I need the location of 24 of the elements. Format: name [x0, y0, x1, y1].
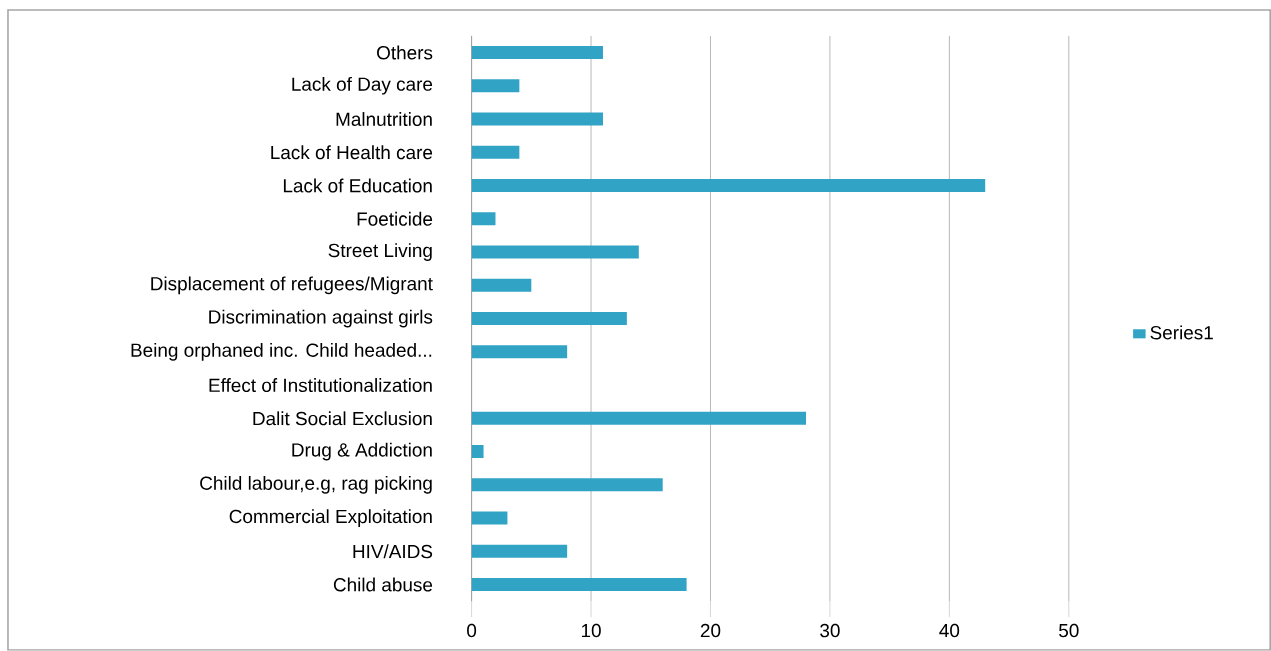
- y-tick-label: Street Living: [328, 243, 432, 261]
- y-tick-label: Others: [377, 45, 433, 60]
- y-tick-label: Discrimination against girls: [209, 309, 433, 328]
- y-tick-label: Commercial Exploitation: [229, 509, 432, 527]
- y-tick-label: Malnutrition: [336, 112, 432, 127]
- y-tick-label: Lack of Education: [283, 178, 432, 193]
- x-tick-label: 30: [820, 623, 840, 638]
- x-tick-label: 40: [939, 623, 960, 638]
- y-tick-label: Lack of Day care: [292, 77, 433, 95]
- x-tick-label: 50: [1059, 623, 1079, 638]
- x-tick-label: 20: [700, 623, 721, 638]
- y-tick-label: Foeticide: [357, 211, 433, 226]
- x-tick-label: 10: [581, 623, 601, 638]
- y-tick-label: Child abuse: [333, 577, 433, 592]
- y-tick-label: Child labour,e.g, rag picking: [200, 476, 432, 494]
- x-tick-label: 0: [467, 623, 477, 638]
- y-tick-label: HIV/AIDS: [353, 544, 433, 559]
- y-tick-label: Effect of Institutionalization: [209, 378, 432, 393]
- y-tick-label: Lack of Health care: [271, 145, 433, 160]
- y-tick-label: Drug & Addiction: [292, 442, 432, 461]
- y-tick-label: Being orphaned inc. Child headed...: [131, 343, 432, 361]
- y-tick-label: Dalit Social Exclusion: [253, 411, 432, 426]
- legend-label: Series1: [1150, 325, 1213, 340]
- y-tick-label: Displacement of refugees/Migrant: [151, 276, 433, 295]
